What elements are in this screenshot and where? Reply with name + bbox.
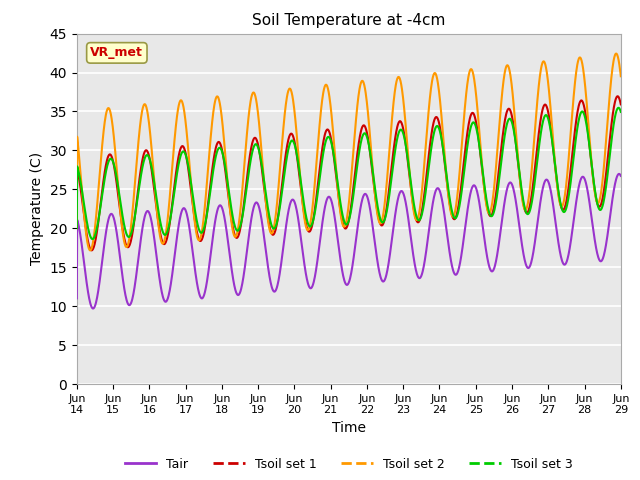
Tsoil set 3 — [115, 192, 123, 197]
Tsoil set 2 — [612, 51, 620, 57]
Tsoil set 3 — [316, 179, 323, 185]
Tsoil set 3 — [73, 226, 81, 231]
Tsoil set 3 — [138, 170, 145, 176]
Tsoil set 1 — [115, 201, 123, 207]
Tsoil set 3 — [304, 221, 312, 227]
Tsoil set 1 — [138, 163, 145, 168]
Tair — [615, 171, 623, 177]
Tair — [304, 281, 312, 287]
Legend: Tair, Tsoil set 1, Tsoil set 2, Tsoil set 3: Tair, Tsoil set 1, Tsoil set 2, Tsoil se… — [120, 453, 577, 476]
Tair — [617, 173, 625, 179]
Tsoil set 2 — [86, 248, 94, 253]
Tsoil set 3 — [615, 105, 623, 111]
Tsoil set 3 — [325, 134, 333, 140]
Tair — [325, 194, 333, 200]
Tsoil set 2 — [73, 226, 81, 231]
Tsoil set 1 — [73, 217, 81, 223]
Tsoil set 3 — [617, 109, 625, 115]
Tsoil set 3 — [88, 236, 96, 242]
Line: Tsoil set 2: Tsoil set 2 — [77, 54, 621, 251]
Tsoil set 2 — [138, 112, 145, 118]
Tsoil set 2 — [325, 91, 333, 97]
Tsoil set 1 — [383, 204, 390, 210]
Tair — [115, 248, 123, 254]
Tair — [316, 244, 323, 250]
Tsoil set 1 — [617, 101, 625, 107]
Tair — [90, 306, 97, 312]
Tsoil set 1 — [304, 228, 312, 233]
Tsoil set 2 — [316, 126, 323, 132]
Tsoil set 3 — [383, 209, 390, 215]
Line: Tsoil set 1: Tsoil set 1 — [77, 96, 621, 251]
Tsoil set 2 — [383, 180, 390, 186]
Tsoil set 1 — [614, 94, 621, 99]
Line: Tsoil set 3: Tsoil set 3 — [77, 108, 621, 239]
Tsoil set 1 — [316, 170, 323, 176]
Line: Tair: Tair — [77, 174, 621, 309]
X-axis label: Time: Time — [332, 421, 366, 435]
Y-axis label: Temperature (C): Temperature (C) — [30, 152, 44, 265]
Tsoil set 2 — [115, 196, 123, 202]
Tair — [138, 232, 145, 238]
Tair — [383, 271, 390, 276]
Tsoil set 1 — [325, 128, 333, 134]
Tsoil set 2 — [617, 73, 625, 79]
Title: Soil Temperature at -4cm: Soil Temperature at -4cm — [252, 13, 445, 28]
Text: VR_met: VR_met — [90, 47, 143, 60]
Tsoil set 2 — [304, 227, 312, 233]
Tair — [73, 296, 81, 301]
Tsoil set 1 — [88, 248, 95, 253]
